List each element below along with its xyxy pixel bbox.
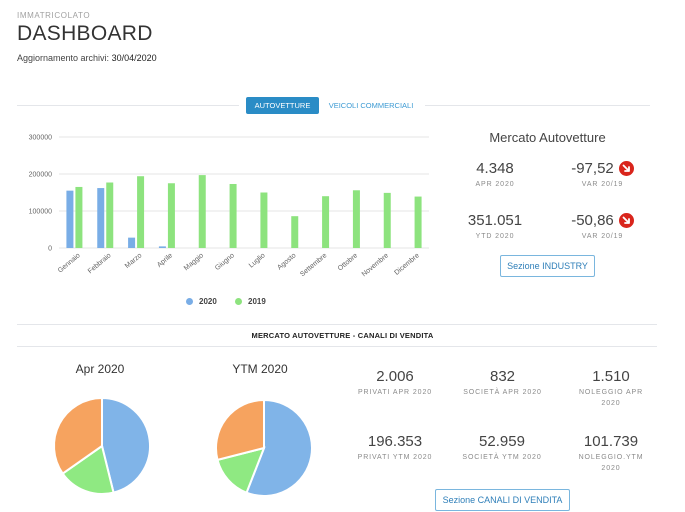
stat-label: NOLEGGIO APR 2020 (578, 389, 644, 407)
stat-value: 196.353 (367, 433, 423, 450)
stat-societa-apr: 832 SOCIETÀ APR 2020 (455, 368, 550, 399)
stat-var-ytd: -50,86 VAR 20/19 (555, 212, 650, 243)
stat-privati-ytm: 196.353 PRIVATI YTM 2020 (345, 433, 445, 464)
stat-value: 52.959 (479, 433, 525, 450)
pie-ytm-title: YTM 2020 (232, 362, 288, 376)
x-tick-label: Novembre (361, 252, 390, 278)
stat-value: 351.051 (467, 212, 523, 229)
stat-value: 4.348 (476, 160, 514, 177)
legend-item-2019[interactable]: 2019 (235, 297, 266, 306)
stat-value: -97,52 (571, 160, 614, 177)
pie-slice[interactable] (101, 396, 151, 494)
divider (17, 346, 657, 347)
divider (17, 105, 239, 106)
stat-privati-apr: 2.006 PRIVATI APR 2020 (345, 368, 445, 399)
stat-ytd-2020: 351.051 YTD 2020 (450, 212, 540, 243)
bar-2019[interactable] (229, 183, 237, 248)
bar-2020[interactable] (97, 188, 105, 248)
bar-2019[interactable] (167, 183, 175, 248)
bar-2019[interactable] (137, 176, 145, 248)
stat-label: VAR 20/19 (581, 233, 624, 240)
bar-2019[interactable] (106, 182, 114, 248)
stat-var-apr: -97,52 VAR 20/19 (555, 160, 650, 191)
monthly-registrations-bar-chart: 0 100000 200000 300000 Gennaio Febbraio Marzo A… (29, 135, 429, 278)
archive-update-label: Aggiornamento archivi: (17, 53, 110, 63)
x-tick-label: Marzo (124, 252, 143, 270)
bar-2019[interactable] (383, 192, 391, 248)
stat-label: SOCIETÀ APR 2020 (463, 389, 542, 396)
bar-2019[interactable] (75, 186, 83, 248)
y-tick-label: 200000 (29, 172, 52, 179)
page-title: DASHBOARD (17, 22, 153, 45)
page-subtitle: IMMATRICOLATO (17, 11, 91, 20)
stat-value: 832 (489, 368, 516, 385)
stat-value: 2.006 (376, 368, 414, 385)
legend-dot-icon (235, 298, 242, 305)
y-tick-label: 300000 (29, 135, 52, 142)
stat-label: PRIVATI APR 2020 (357, 389, 433, 396)
stat-societa-ytm: 52.959 SOCIETÀ YTM 2020 (462, 433, 542, 464)
pie-chart-ytm-2020 (215, 398, 313, 497)
x-tick-label: Luglio (248, 252, 267, 269)
industry-section-button[interactable]: Sezione INDUSTRY (500, 255, 595, 277)
bar-2019[interactable] (352, 190, 360, 248)
bar-2019[interactable] (260, 192, 268, 249)
stat-value: 1.510 (592, 368, 630, 385)
legend-label: 2019 (248, 297, 266, 306)
mercato-title: Mercato Autovetture (489, 130, 606, 145)
tab-veicoli-commerciali[interactable]: VEICOLI COMMERCIALI (328, 101, 414, 110)
legend-label: 2020 (199, 297, 217, 306)
canali-section-button[interactable]: Sezione CANALI DI VENDITA (435, 489, 570, 511)
x-tick-label: Maggio (183, 252, 205, 272)
pie-slice[interactable] (245, 398, 313, 497)
divider (425, 105, 650, 106)
stat-value: -50,86 (571, 212, 614, 229)
legend-item-2020[interactable]: 2020 (186, 297, 217, 306)
y-tick-label: 0 (48, 246, 52, 253)
bar-2020[interactable] (158, 246, 166, 248)
y-tick-label: 100000 (29, 209, 52, 216)
x-tick-label: Febbraio (87, 252, 113, 275)
stat-label: VAR 20/19 (581, 181, 624, 188)
stat-noleggio-ytm: 101.739 NOLEGGIO.YTM 2020 (572, 433, 650, 474)
stat-label: NOLEGGIO.YTM 2020 (578, 454, 644, 472)
stat-apr-2020: 4.348 APR 2020 (455, 160, 535, 191)
x-tick-label: Agosto (276, 252, 297, 271)
archive-update-info: Aggiornamento archivi: 30/04/2020 (17, 53, 157, 63)
stat-label: APR 2020 (475, 181, 515, 188)
bar-2019[interactable] (322, 196, 330, 248)
pie-slice[interactable] (215, 398, 265, 462)
down-arrow-icon (618, 213, 634, 228)
bar-2020[interactable] (128, 237, 136, 248)
down-arrow-icon (618, 161, 634, 176)
bar-2019[interactable] (198, 175, 206, 248)
x-tick-label: Gennaio (57, 252, 82, 274)
stat-label: SOCIETÀ YTM 2020 (462, 454, 542, 461)
x-tick-label: Giugno (214, 252, 236, 272)
x-tick-label: Settembre (299, 252, 328, 278)
divider (17, 324, 657, 325)
pie-chart-apr-2020 (53, 396, 151, 495)
pie-slice[interactable] (53, 396, 103, 475)
pie-slice[interactable] (61, 444, 115, 495)
tab-autovetture[interactable]: AUTOVETTURE (246, 97, 319, 114)
x-tick-label: Aprile (156, 252, 174, 269)
stat-noleggio-apr: 1.510 NOLEGGIO APR 2020 (572, 368, 650, 409)
bar-2019[interactable] (414, 196, 422, 248)
archive-update-date: 30/04/2020 (111, 53, 157, 63)
pie-apr-title: Apr 2020 (75, 362, 125, 376)
stat-label: YTD 2020 (475, 233, 515, 240)
x-tick-label: Ottobre (337, 252, 359, 272)
stat-value: 101.739 (583, 433, 639, 450)
bar-2019[interactable] (291, 216, 299, 248)
canali-title: MERCATO AUTOVETTURE - CANALI DI VENDITA (251, 331, 434, 340)
legend-dot-icon (186, 298, 193, 305)
x-tick-label: Dicembre (393, 252, 421, 277)
bar-2020[interactable] (66, 190, 74, 248)
stat-label: PRIVATI YTM 2020 (357, 454, 433, 461)
